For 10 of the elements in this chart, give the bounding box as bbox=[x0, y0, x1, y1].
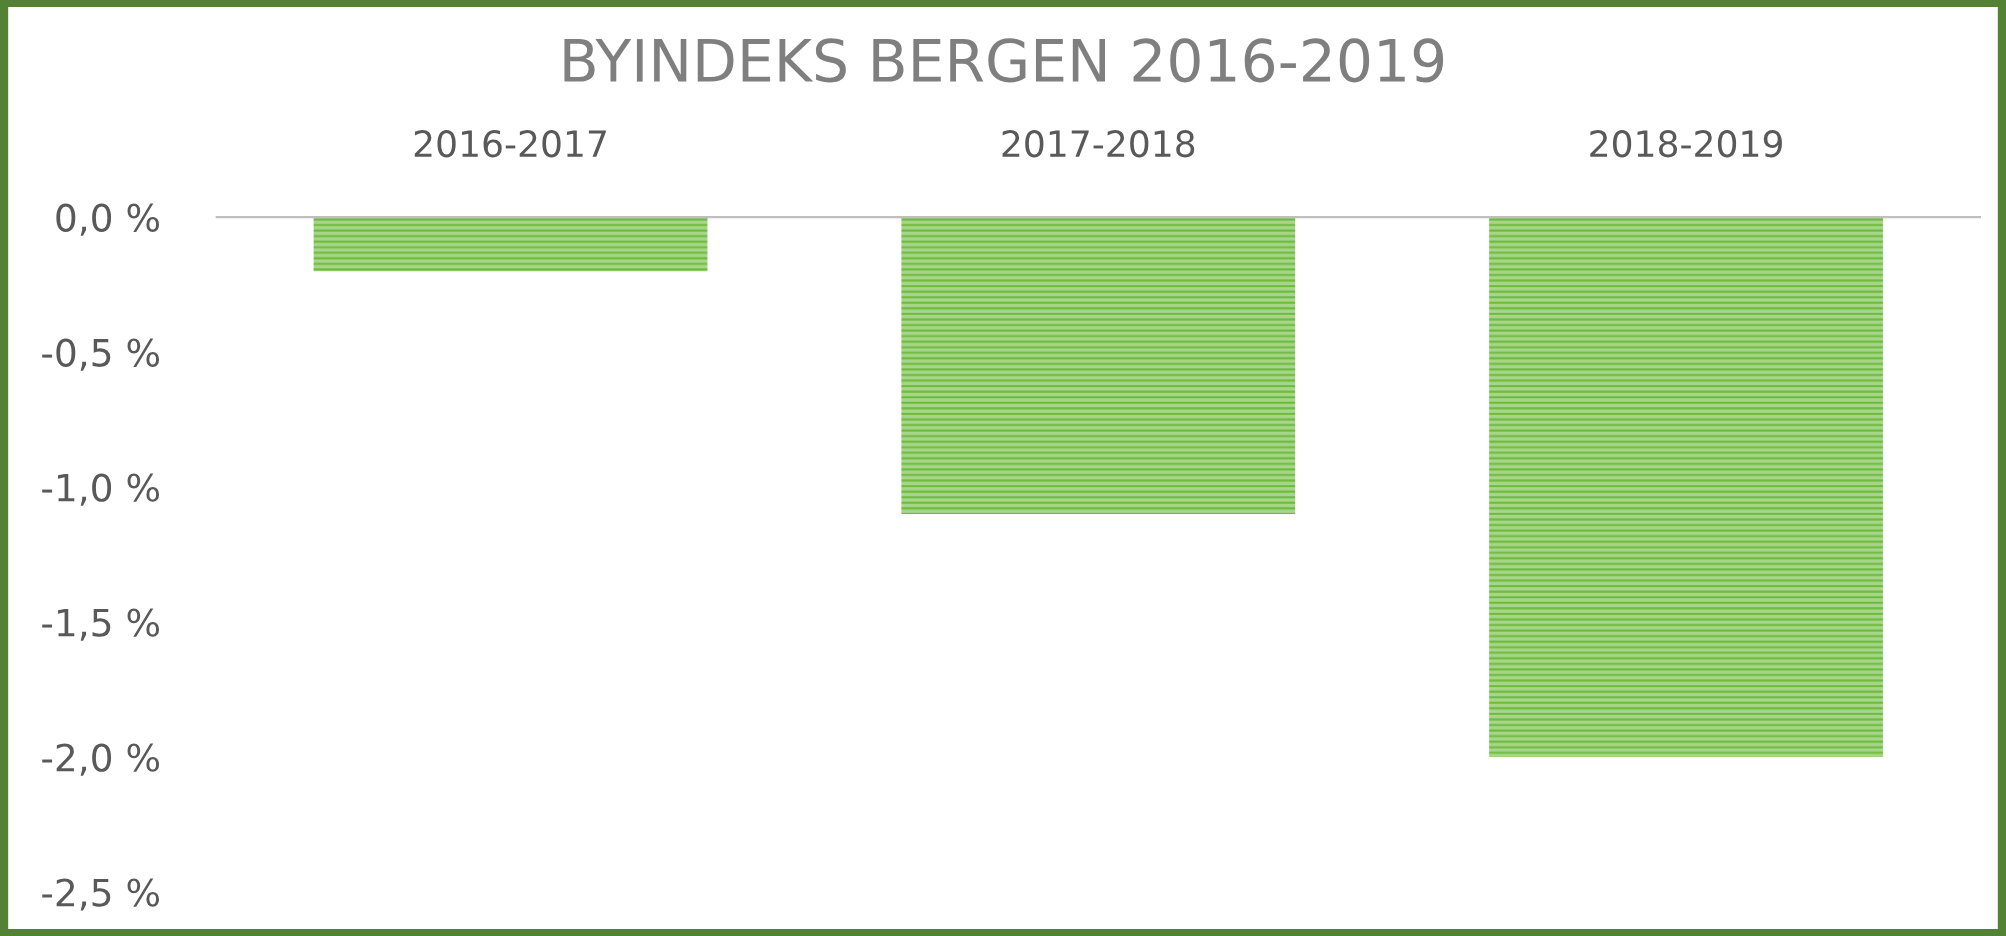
y-tick-label: -2,0 % bbox=[42, 743, 160, 776]
y-tick-label: -1,5 % bbox=[42, 608, 160, 641]
y-tick-label: -0,5 % bbox=[42, 338, 160, 371]
chart-title: BYINDEKS BERGEN 2016-2019 bbox=[564, 38, 1444, 83]
y-tick-label: 0,0 % bbox=[56, 203, 160, 236]
y-tick-label: -2,5 % bbox=[42, 878, 160, 911]
x-tick-label: 2018-2019 bbox=[1590, 130, 1782, 158]
y-tick-label: -1,0 % bbox=[42, 473, 160, 506]
x-tick-label: 2017-2018 bbox=[1002, 130, 1195, 158]
x-tick-label: 2016-2017 bbox=[414, 130, 606, 158]
